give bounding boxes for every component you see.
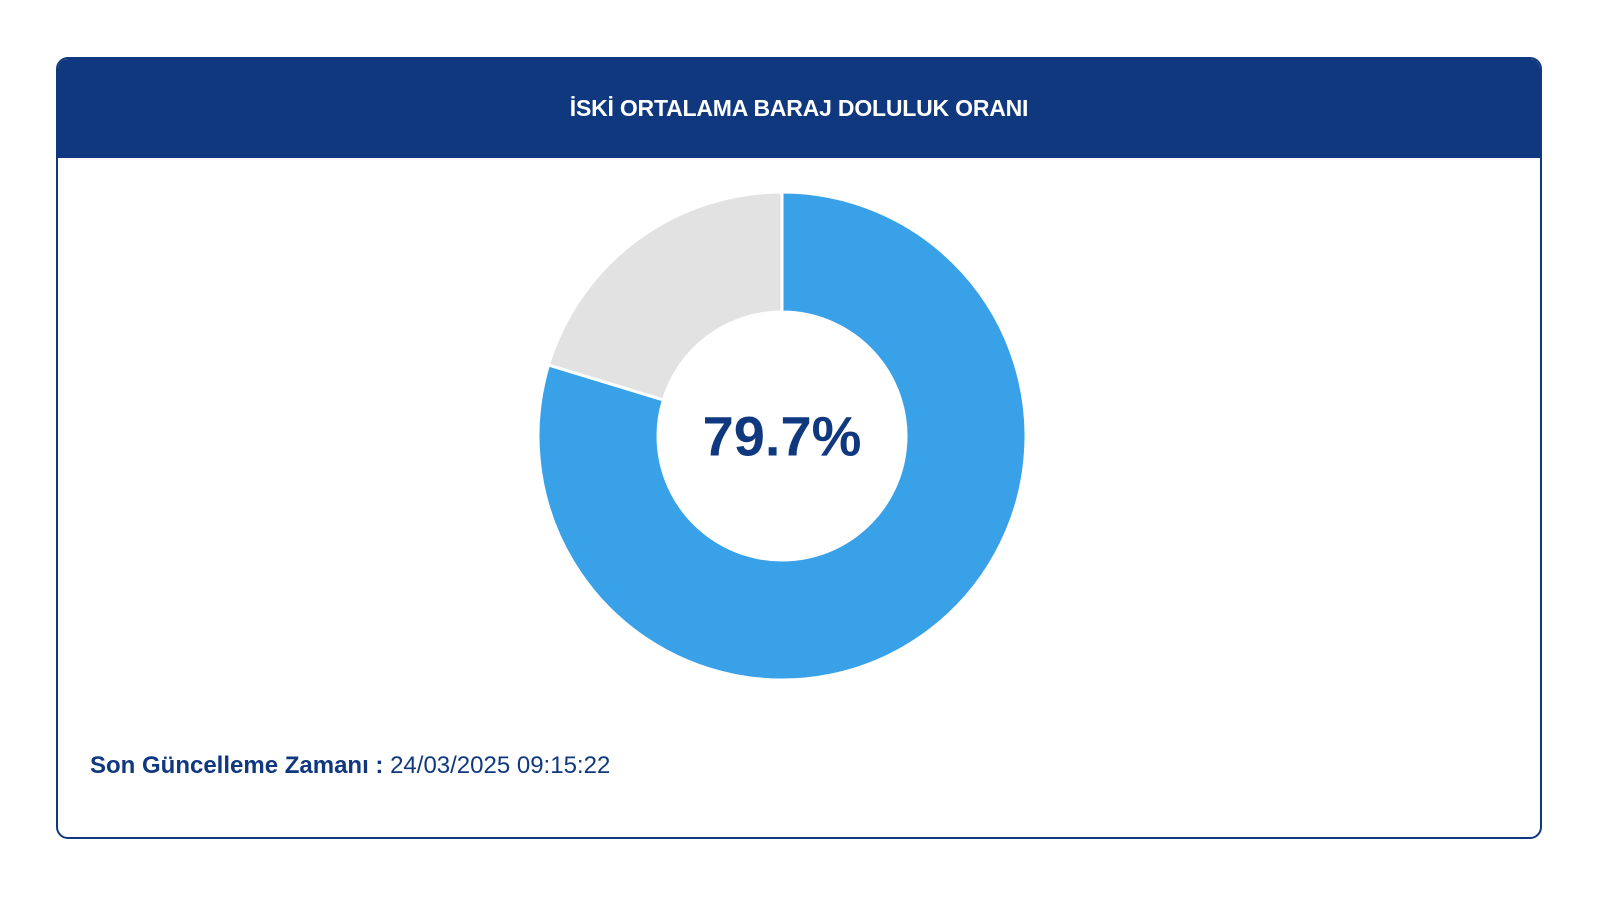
- donut-slices: [536, 190, 1028, 682]
- donut-slice-boş[interactable]: [546, 190, 784, 402]
- last-update-label: Son Güncelleme Zamanı :: [90, 752, 384, 779]
- donut-slice-doluluk[interactable]: [536, 190, 1028, 682]
- card-title: İSKİ ORTALAMA BARAJ DOLULUK ORANI: [569, 95, 1029, 121]
- card-header: İSKİ ORTALAMA BARAJ DOLULUK ORANI: [58, 59, 1540, 158]
- donut-chart: 79.7%: [536, 190, 1028, 682]
- center-value-label: 79.7%: [703, 405, 862, 468]
- last-update: Son Güncelleme Zamanı : 24/03/2025 09:15…: [90, 752, 610, 780]
- last-update-value: 24/03/2025 09:15:22: [390, 752, 611, 779]
- dam-occupancy-card: İSKİ ORTALAMA BARAJ DOLULUK ORANI 79.7% …: [56, 57, 1542, 839]
